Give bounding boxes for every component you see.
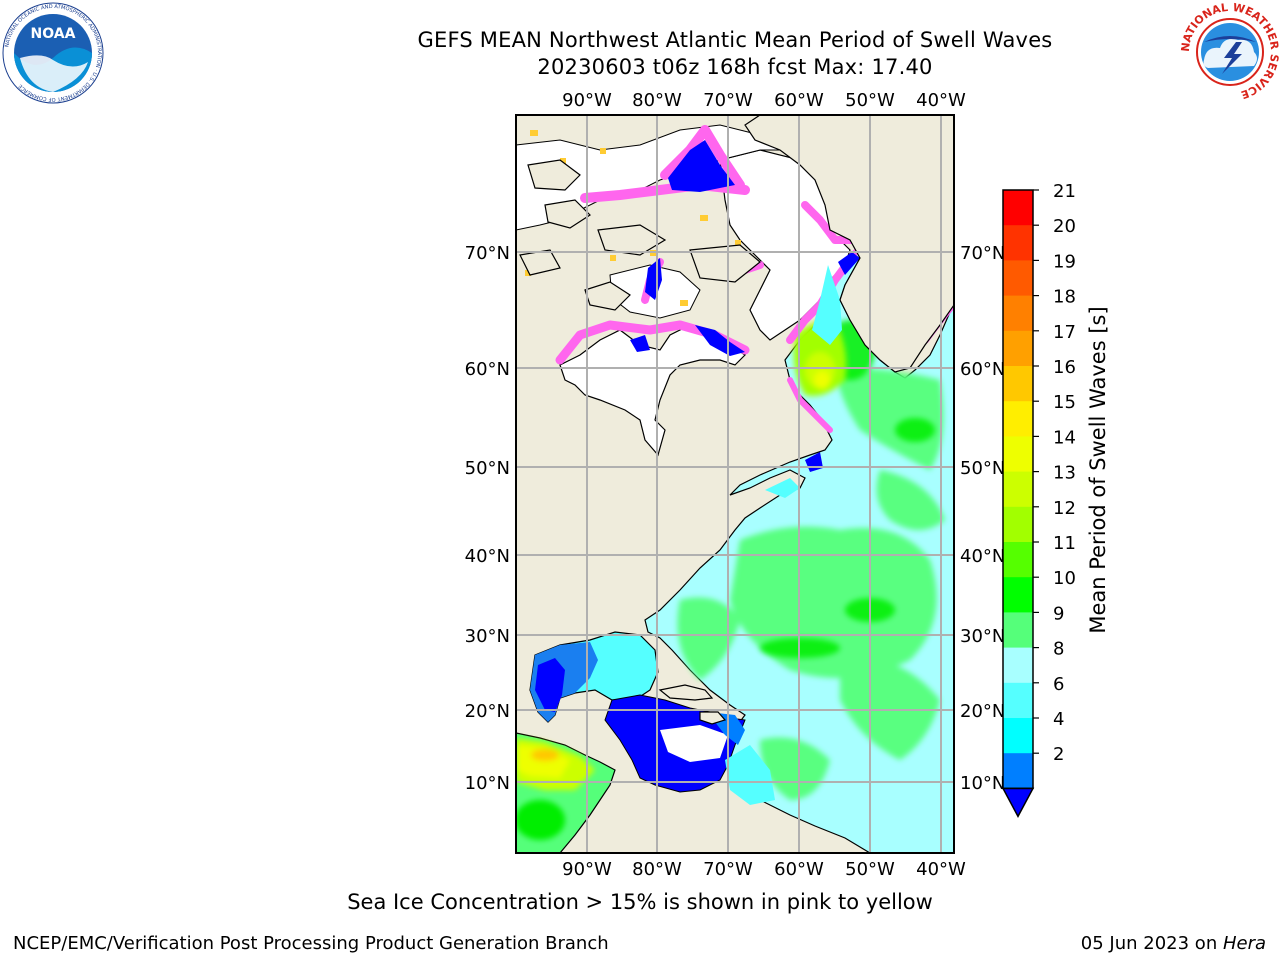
islands [519,159,761,725]
colorbar-segment [1003,647,1033,684]
colorbar-tick-label: 13 [1053,463,1076,484]
lat-label-left: 50°N [465,458,510,479]
chart-subtitle: 20230603 t06z 168h fcst Max: 17.40 [537,55,933,79]
lat-label-left: 60°N [465,359,510,380]
noaa-logo-text: NOAA [31,26,76,42]
lat-label-left: 40°N [465,546,510,567]
labrador-coast-swell [812,265,842,345]
colorbar-tick-label: 4 [1053,709,1064,730]
sea-ice-note: Sea Ice Concentration > 15% is shown in … [347,890,933,914]
lon-label-top: 70°W [703,90,753,111]
colorbar-extend-arrow [1001,787,1035,818]
colorbar-tick-label: 19 [1053,251,1076,272]
chart-title: GEFS MEAN Northwest Atlantic Mean Period… [417,28,1053,52]
colorbar-label: Mean Period of Swell Waves [s] [1086,306,1110,633]
colorbar-segment [1003,506,1033,543]
colorbar-segment [1003,190,1033,226]
lat-label-right: 10°N [960,773,1005,794]
colorbar-segment [1003,260,1033,297]
colorbar-segment [1003,225,1033,261]
lon-label-top: 40°W [916,90,966,111]
lat-label-left: 30°N [465,626,510,647]
lon-label-bottom: 90°W [562,859,612,880]
colorbar-tick-label: 16 [1053,357,1076,378]
lat-label-right: 40°N [960,546,1005,567]
colorbar-segment [1003,577,1033,613]
colorbar-segment [1003,612,1033,649]
date-text: 05 Jun 2023 on [1080,933,1223,954]
colorbar-tick-label: 10 [1053,568,1076,589]
gulf-west-very-short-swell [535,658,565,712]
caribbean-east-swell [725,745,775,805]
colorbar-segment [1003,753,1033,789]
map-frame [515,114,955,854]
lon-label-bottom: 40°W [916,859,966,880]
lon-label-top: 90°W [562,90,612,111]
colorbar-tick-label: 2 [1053,744,1064,765]
colorbar-tick-label: 20 [1053,216,1076,237]
render-date: 05 Jun 2023 on Hera [1081,933,1266,954]
host-name: Hera [1222,933,1266,954]
lat-label-left: 20°N [465,701,510,722]
colorbar-tick-label: 18 [1053,287,1076,308]
lat-label-right: 50°N [960,458,1005,479]
lat-label-right: 60°N [960,359,1005,380]
noaa-logo: NOAA NATIONAL OCEANIC AND ATMOSPHERIC AD… [2,2,104,104]
colorbar: 21 20 19 18 17 16 15 14 13 12 11 10 9 8 6 4 2 [1001,181,1076,818]
map-panel [516,115,954,853]
lat-label-left: 10°N [465,773,510,794]
lat-label-right: 20°N [960,701,1005,722]
lon-label-top: 60°W [774,90,824,111]
colorbar-segment [1003,401,1033,437]
colorbar-tick-label: 8 [1053,639,1064,660]
hispaniola-island [699,711,727,725]
colorbar-tick-label: 12 [1053,498,1076,519]
colorbar-segment [1003,682,1033,719]
colorbar-tick-label: 21 [1053,181,1076,202]
graticule [516,115,954,853]
lon-label-bottom: 80°W [632,859,682,880]
colorbar-segment [1003,436,1033,473]
caribbean-blank-patch [660,725,728,762]
nws-logo: NATIONAL WEATHER SERVICE [1180,2,1280,101]
lat-label-right: 70°N [960,243,1005,264]
colorbar-segment [1003,471,1033,508]
lon-label-bottom: 50°W [845,859,895,880]
colorbar-tick-label: 11 [1053,533,1076,554]
colorbar-tick-label: 9 [1053,603,1064,624]
lat-label-right: 30°N [960,626,1005,647]
colorbar-segment [1003,330,1033,367]
hudson-bay-no-data [559,324,746,457]
lon-label-top: 80°W [632,90,682,111]
greenland-landmass [744,115,954,373]
credit-line: NCEP/EMC/Verification Post Processing Pr… [13,933,609,954]
pacific-long-swell [516,738,595,840]
colorbar-frame [1002,189,1034,790]
colorbar-tick-label: 15 [1053,392,1076,413]
colorbar-tick-label: 14 [1053,427,1076,448]
lon-label-bottom: 60°W [774,859,824,880]
colorbar-tick-label: 17 [1053,322,1076,343]
colorbar-tick-label: 6 [1053,674,1064,695]
colorbar-segment [1003,295,1033,332]
gulf-st-lawrence-swell [765,478,800,498]
colorbar-segment [1003,366,1033,402]
colorbar-segment [1003,718,1033,754]
lon-label-bottom: 70°W [703,859,753,880]
lon-label-top: 50°W [845,90,895,111]
lat-label-left: 70°N [465,243,510,264]
cuba-island [658,684,714,701]
colorbar-segment [1003,542,1033,578]
